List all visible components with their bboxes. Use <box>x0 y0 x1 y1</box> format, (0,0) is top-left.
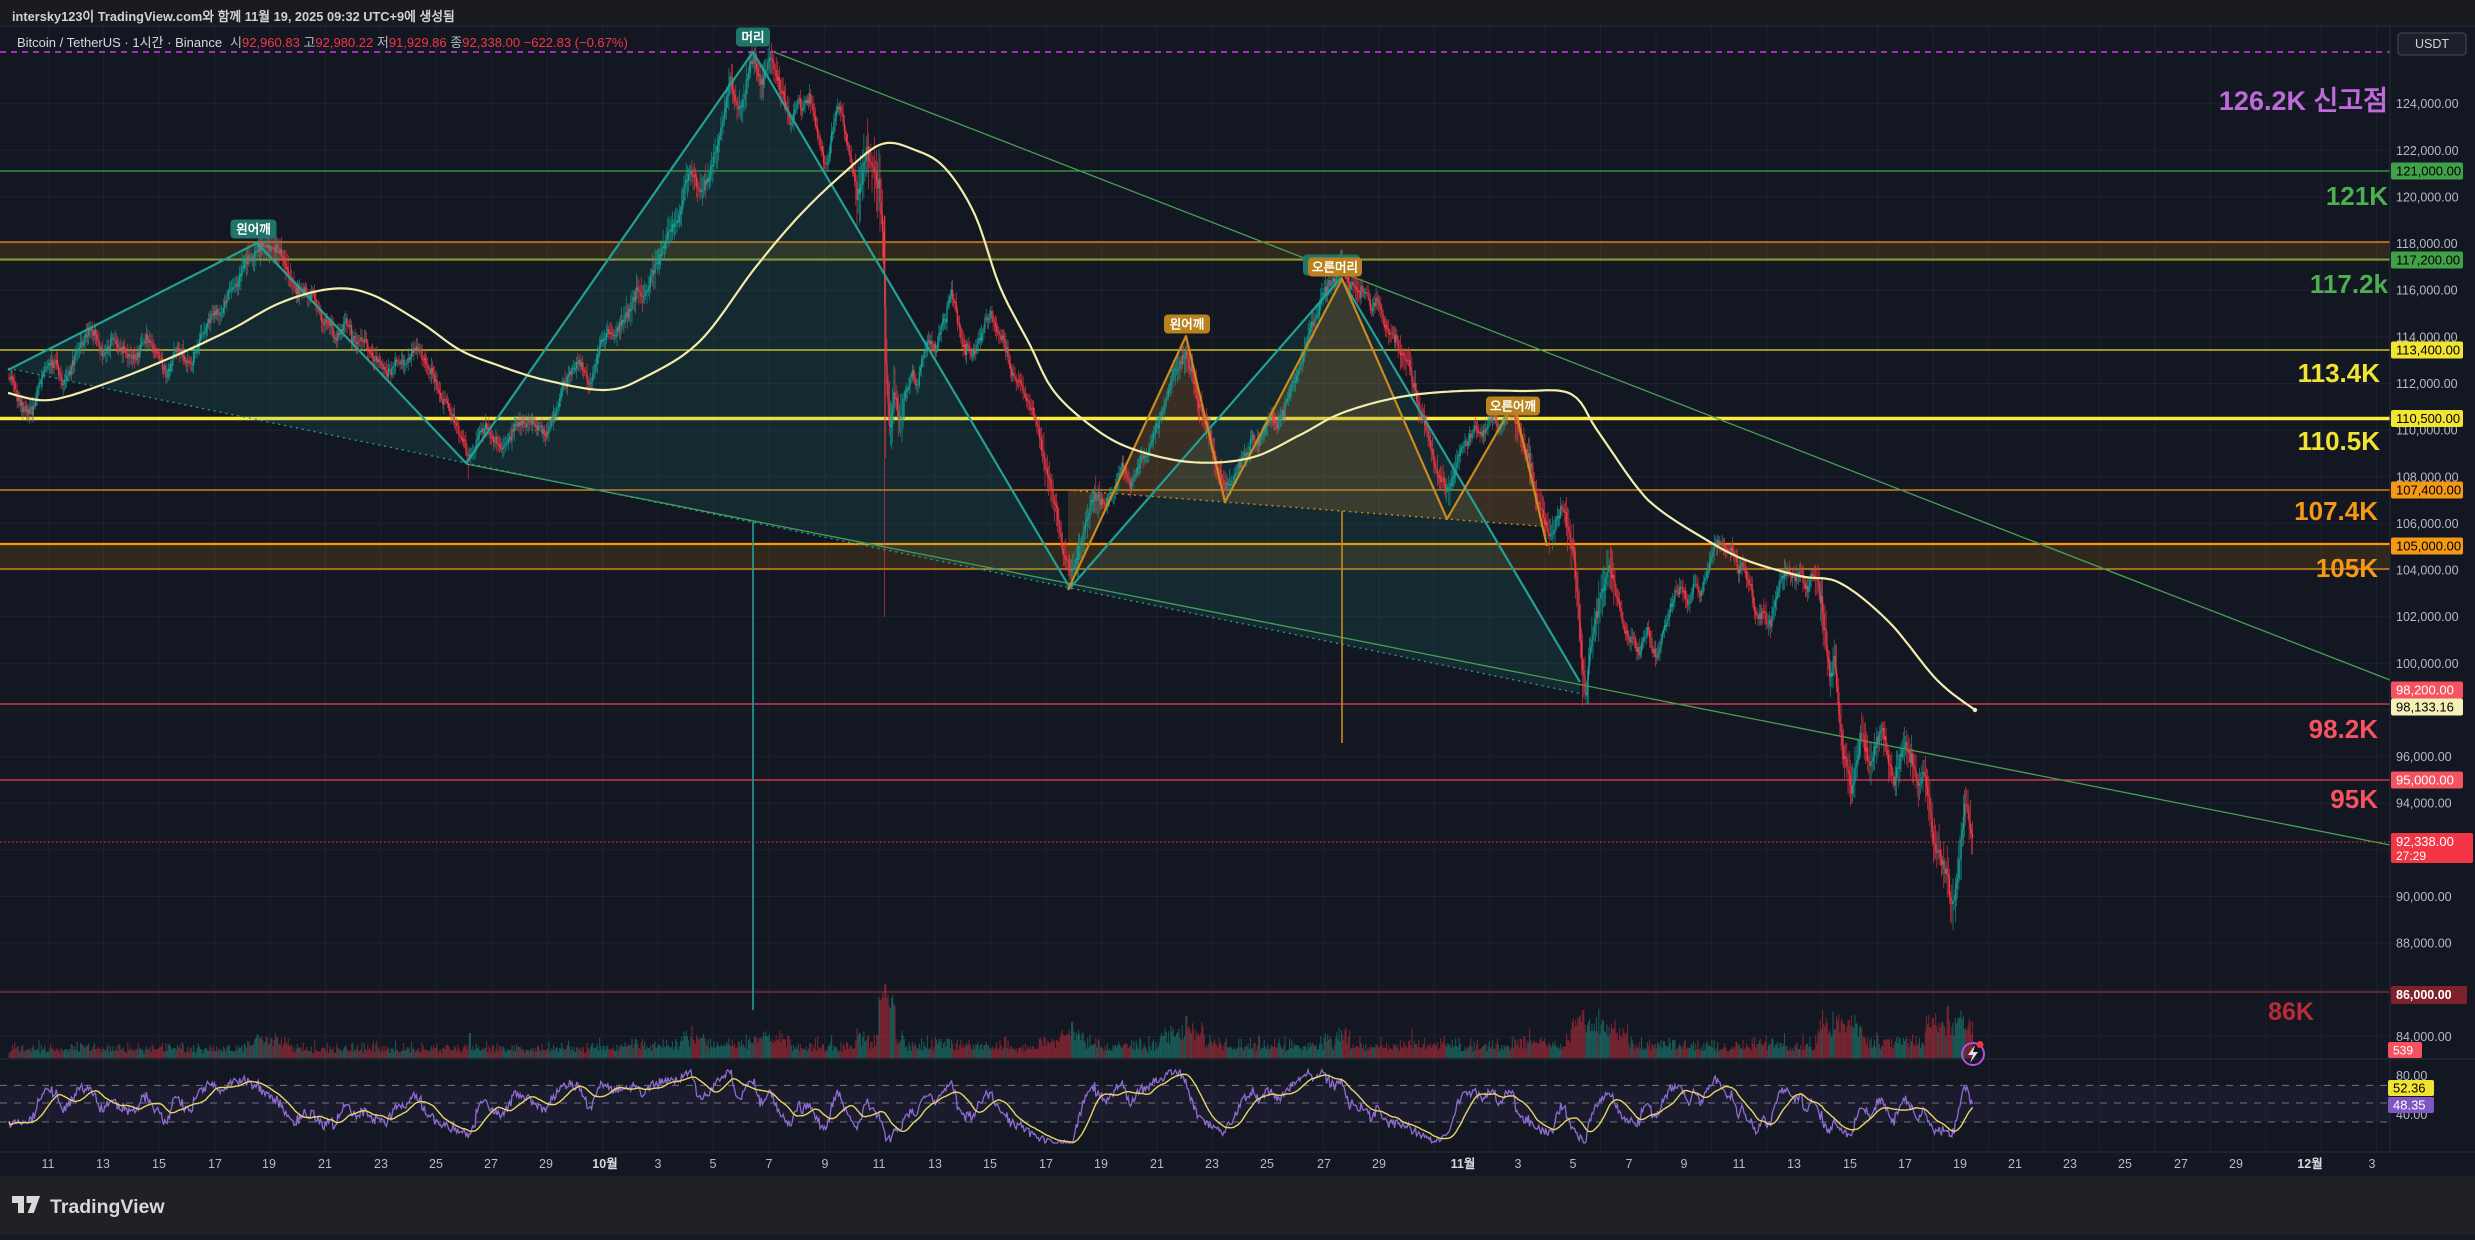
svg-text:121,000.00: 121,000.00 <box>2396 164 2461 179</box>
svg-text:120,000.00: 120,000.00 <box>2396 191 2459 205</box>
svg-text:21: 21 <box>2008 1157 2022 1171</box>
svg-text:110,000.00: 110,000.00 <box>2396 424 2458 438</box>
svg-text:98,133.16: 98,133.16 <box>2396 700 2454 715</box>
svg-text:19: 19 <box>1953 1157 1967 1171</box>
svg-text:12월: 12월 <box>2297 1156 2322 1171</box>
svg-text:117,200.00: 117,200.00 <box>2396 253 2460 268</box>
svg-text:108,000.00: 108,000.00 <box>2396 470 2459 484</box>
svg-text:92,338.00: 92,338.00 <box>2396 834 2454 849</box>
svg-text:25: 25 <box>2118 1157 2132 1171</box>
svg-text:15: 15 <box>1843 1157 1857 1171</box>
svg-text:5: 5 <box>710 1157 717 1171</box>
svg-text:112,000.00: 112,000.00 <box>2396 377 2458 391</box>
svg-text:110.5K: 110.5K <box>2298 426 2381 456</box>
svg-text:3: 3 <box>655 1157 662 1171</box>
svg-text:107.4K: 107.4K <box>2294 496 2378 526</box>
svg-text:95K: 95K <box>2330 784 2378 814</box>
svg-text:29: 29 <box>2229 1157 2243 1171</box>
svg-text:122,000.00: 122,000.00 <box>2396 144 2459 158</box>
svg-text:머리: 머리 <box>741 30 764 45</box>
svg-text:7: 7 <box>1626 1157 1633 1171</box>
svg-text:11: 11 <box>873 1157 886 1171</box>
svg-text:Bitcoin / TetherUS · 1시간 · Bin: Bitcoin / TetherUS · 1시간 · Binance <box>17 35 222 50</box>
svg-text:98.2K: 98.2K <box>2309 714 2379 744</box>
svg-text:106,000.00: 106,000.00 <box>2396 517 2459 531</box>
svg-text:126.2K 신고점: 126.2K 신고점 <box>2219 86 2388 116</box>
svg-text:9: 9 <box>822 1157 829 1171</box>
svg-text:102,000.00: 102,000.00 <box>2396 610 2459 624</box>
svg-text:10월: 10월 <box>592 1156 617 1171</box>
svg-text:오른어깨: 오른어깨 <box>1490 399 1536 414</box>
svg-text:5: 5 <box>1570 1157 1577 1171</box>
svg-text:13: 13 <box>96 1157 110 1171</box>
svg-text:117.2k: 117.2k <box>2310 269 2389 299</box>
svg-text:110,500.00: 110,500.00 <box>2396 411 2460 426</box>
svg-text:21: 21 <box>318 1157 332 1171</box>
svg-text:29: 29 <box>539 1157 553 1171</box>
svg-text:114,000.00: 114,000.00 <box>2396 330 2458 344</box>
svg-text:13: 13 <box>928 1157 942 1171</box>
svg-text:23: 23 <box>2063 1157 2077 1171</box>
svg-text:15: 15 <box>152 1157 166 1171</box>
svg-text:intersky123이 TradingView.com와: intersky123이 TradingView.com와 함께 11월 19,… <box>12 9 455 24</box>
svg-text:왼어깨: 왼어깨 <box>236 222 271 237</box>
svg-text:86K: 86K <box>2268 998 2314 1026</box>
svg-text:124,000.00: 124,000.00 <box>2396 97 2459 111</box>
svg-text:80.00: 80.00 <box>2396 1069 2427 1083</box>
svg-text:3: 3 <box>2369 1157 2376 1171</box>
svg-text:96,000.00: 96,000.00 <box>2396 750 2452 764</box>
svg-text:539: 539 <box>2393 1044 2413 1058</box>
svg-text:100,000.00: 100,000.00 <box>2396 657 2459 671</box>
svg-text:88,000.00: 88,000.00 <box>2396 937 2452 951</box>
svg-text:27: 27 <box>484 1157 498 1171</box>
svg-text:29: 29 <box>1372 1157 1386 1171</box>
svg-text:19: 19 <box>1094 1157 1108 1171</box>
svg-text:시92,960.83 고92,980.22 저91,92: 시92,960.83 고92,980.22 저91,929.86 종92,338… <box>230 35 628 50</box>
svg-text:94,000.00: 94,000.00 <box>2396 797 2452 811</box>
svg-text:52.36: 52.36 <box>2393 1081 2426 1096</box>
svg-text:86,000.00: 86,000.00 <box>2396 988 2452 1002</box>
svg-text:17: 17 <box>208 1157 222 1171</box>
svg-text:107,400.00: 107,400.00 <box>2396 483 2461 498</box>
svg-text:121K: 121K <box>2326 181 2388 211</box>
svg-text:오른머리: 오른머리 <box>1312 260 1358 275</box>
svg-text:17: 17 <box>1039 1157 1053 1171</box>
svg-text:23: 23 <box>374 1157 388 1171</box>
svg-text:USDT: USDT <box>2415 37 2449 51</box>
svg-text:27: 27 <box>2174 1157 2188 1171</box>
svg-text:95,000.00: 95,000.00 <box>2396 773 2454 788</box>
svg-text:11: 11 <box>1733 1157 1746 1171</box>
svg-text:104,000.00: 104,000.00 <box>2396 564 2459 578</box>
svg-text:113,400.00: 113,400.00 <box>2396 343 2460 358</box>
svg-text:21: 21 <box>1150 1157 1164 1171</box>
svg-text:13: 13 <box>1787 1157 1801 1171</box>
svg-text:15: 15 <box>983 1157 997 1171</box>
svg-text:48.35: 48.35 <box>2393 1098 2426 1113</box>
svg-text:116,000.00: 116,000.00 <box>2396 284 2458 298</box>
svg-text:17: 17 <box>1898 1157 1912 1171</box>
svg-text:11월: 11월 <box>1451 1156 1476 1171</box>
svg-text:왼어깨: 왼어깨 <box>1170 317 1205 332</box>
svg-text:3: 3 <box>1515 1157 1522 1171</box>
svg-text:23: 23 <box>1205 1157 1219 1171</box>
svg-text:19: 19 <box>262 1157 276 1171</box>
svg-text:27:29: 27:29 <box>2396 849 2426 863</box>
svg-text:7: 7 <box>766 1157 773 1171</box>
svg-text:118,000.00: 118,000.00 <box>2396 237 2458 251</box>
svg-text:11: 11 <box>42 1157 55 1171</box>
svg-text:105,000.00: 105,000.00 <box>2396 539 2461 554</box>
svg-text:98,200.00: 98,200.00 <box>2396 683 2454 698</box>
svg-text:84,000.00: 84,000.00 <box>2396 1030 2452 1044</box>
svg-text:27: 27 <box>1317 1157 1331 1171</box>
svg-text:9: 9 <box>1681 1157 1688 1171</box>
svg-text:25: 25 <box>1260 1157 1274 1171</box>
svg-text:25: 25 <box>429 1157 443 1171</box>
svg-text:90,000.00: 90,000.00 <box>2396 890 2452 904</box>
svg-text:113.4K: 113.4K <box>2298 358 2381 388</box>
svg-text:105K: 105K <box>2316 553 2378 583</box>
svg-text:TradingView: TradingView <box>50 1196 165 1218</box>
